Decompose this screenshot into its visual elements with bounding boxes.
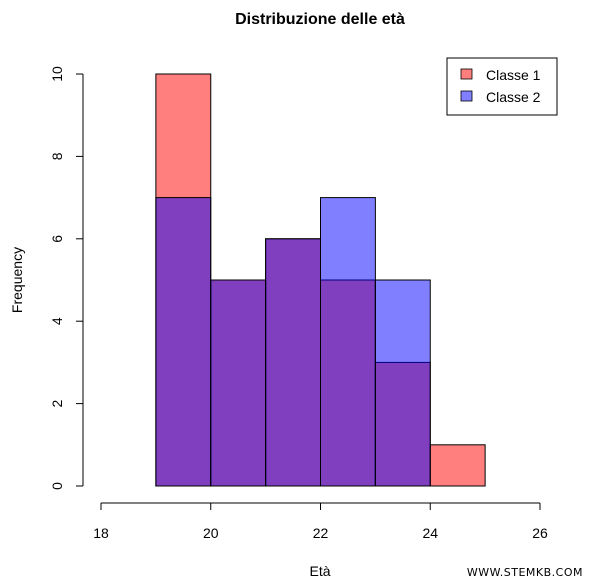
y-axis: 0 2 4 6 8 10 xyxy=(49,66,84,490)
x-tick-label: 20 xyxy=(203,525,219,541)
x-tick-label: 22 xyxy=(313,525,329,541)
histogram-bar xyxy=(210,279,267,487)
histogram-bar xyxy=(320,197,376,487)
chart-title: Distribuzione delle età xyxy=(235,11,405,28)
watermark: WWW.STEMKB.COM xyxy=(466,566,583,579)
legend-label-classe-1: Classe 1 xyxy=(486,67,541,83)
y-tick-label: 10 xyxy=(49,66,65,82)
histogram-bar xyxy=(265,238,321,487)
legend: Classe 1 Classe 2 xyxy=(446,57,558,116)
legend-swatch-classe-2 xyxy=(460,90,473,102)
y-tick-label: 2 xyxy=(49,399,65,407)
x-tick-label: 26 xyxy=(532,525,548,541)
legend-box xyxy=(446,57,558,116)
x-axis: 18 20 22 24 26 xyxy=(93,502,548,541)
x-axis-label: Età xyxy=(309,563,330,579)
x-tick-label: 18 xyxy=(93,525,109,541)
histogram-bar xyxy=(374,279,431,487)
y-tick-label: 4 xyxy=(49,317,65,325)
histogram-bar xyxy=(155,197,212,487)
y-axis-label: Frequency xyxy=(9,247,25,313)
x-tick-label: 24 xyxy=(422,525,438,541)
legend-label-classe-2: Classe 2 xyxy=(486,89,541,105)
legend-swatch-classe-1 xyxy=(460,68,473,80)
y-tick-label: 6 xyxy=(49,235,65,243)
y-tick-label: 0 xyxy=(49,482,65,490)
histogram-bar xyxy=(429,444,486,487)
y-tick-label: 8 xyxy=(49,152,65,160)
series-classe-2-bars xyxy=(155,197,431,487)
